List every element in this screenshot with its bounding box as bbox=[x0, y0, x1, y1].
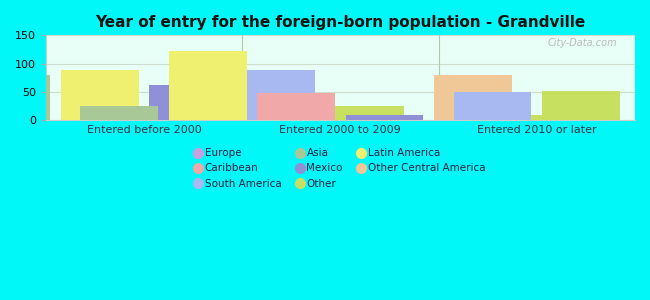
Bar bbox=[61, 70, 138, 120]
Bar bbox=[454, 92, 532, 120]
Bar bbox=[81, 106, 158, 120]
Legend: Europe, Caribbean, South America, Asia, Mexico, Other, Latin America, Other Cent: Europe, Caribbean, South America, Asia, … bbox=[191, 144, 489, 193]
Bar bbox=[542, 91, 620, 120]
Bar bbox=[169, 51, 246, 120]
Title: Year of entry for the foreign-born population - Grandville: Year of entry for the foreign-born popul… bbox=[96, 15, 586, 30]
Bar bbox=[0, 75, 50, 120]
Bar bbox=[257, 93, 335, 120]
Bar bbox=[238, 70, 315, 120]
Text: City-Data.com: City-Data.com bbox=[548, 38, 617, 48]
Bar bbox=[434, 75, 512, 120]
Bar bbox=[346, 115, 423, 120]
Bar bbox=[326, 106, 404, 120]
Bar bbox=[523, 115, 600, 120]
Bar bbox=[150, 85, 227, 120]
